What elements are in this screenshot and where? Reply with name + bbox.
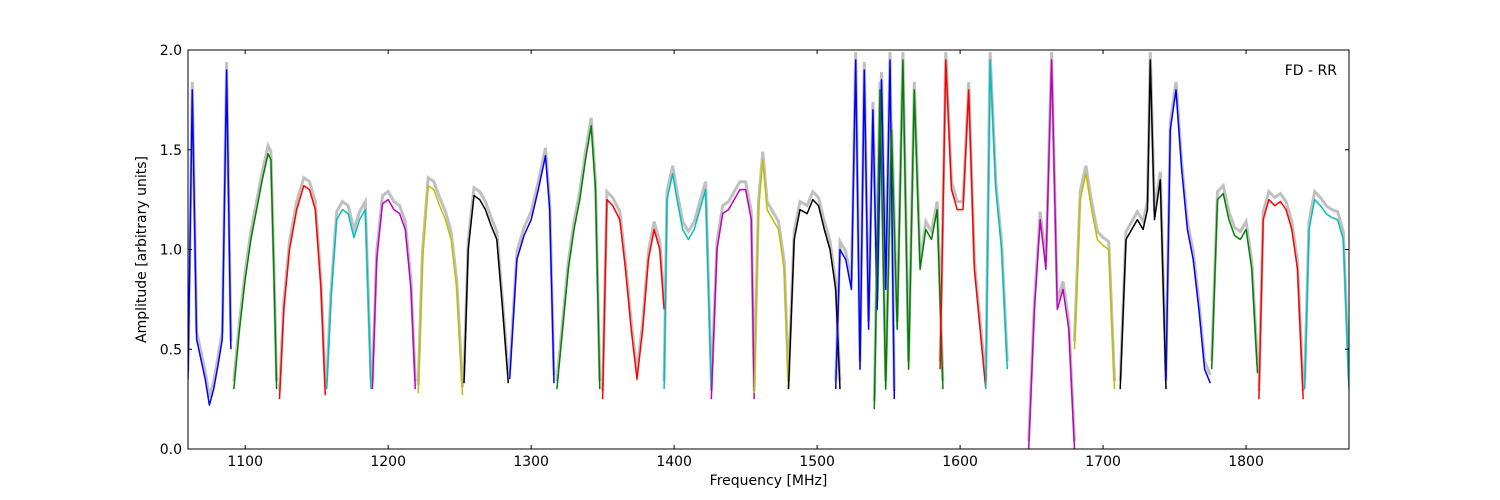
series-line-21 — [1119, 59, 1167, 390]
series-line-3 — [278, 184, 327, 400]
x-tick-label: 1400 — [656, 454, 692, 470]
series-line-5 — [371, 198, 417, 390]
y-tick-label: 0.5 — [160, 342, 182, 358]
series-layer — [188, 51, 1349, 449]
x-tick-label: 1700 — [1085, 454, 1121, 470]
y-tick-label: 1.5 — [160, 143, 182, 159]
series-line-20 — [1073, 172, 1116, 390]
background-series-10 — [601, 187, 666, 392]
y-tick-label: 1.0 — [160, 243, 182, 259]
y-tick-label: 2.0 — [160, 43, 182, 59]
series-line-7 — [463, 194, 510, 384]
series-line-10 — [601, 198, 665, 400]
series-line-6 — [417, 184, 464, 396]
x-tick-label: 1200 — [370, 454, 406, 470]
x-tick-label: 1800 — [1228, 454, 1264, 470]
background-series-11 — [662, 165, 713, 382]
series-line-14 — [787, 198, 841, 390]
background-series-23 — [1210, 182, 1259, 366]
x-tick-label: 1300 — [513, 454, 549, 470]
series-line-17 — [939, 59, 987, 390]
background-series-24 — [1257, 188, 1305, 392]
series-line-15 — [834, 59, 896, 400]
series-line-12 — [710, 188, 755, 400]
x-axis-label: Frequency [MHz] — [710, 473, 828, 489]
series-line-8 — [508, 154, 555, 384]
y-tick-label: 0.0 — [160, 442, 182, 458]
x-tick-label: 1100 — [227, 454, 263, 470]
series-line-19 — [1027, 59, 1076, 449]
series-line-24 — [1258, 198, 1304, 400]
background-series-5 — [370, 189, 417, 382]
background-series-14 — [787, 188, 842, 382]
series-line-4 — [325, 208, 372, 390]
axes-layer: 1100 1200 1300 1400 1500 1600 1700 1800 0.0 0.5 1.… — [160, 43, 1350, 470]
chart-annotation: FD - RR — [1285, 63, 1338, 79]
series-line-22 — [1165, 89, 1211, 384]
background-series-12 — [709, 180, 756, 392]
series-line-13 — [753, 158, 790, 394]
series-line-23 — [1210, 192, 1259, 374]
background-series-20 — [1073, 165, 1116, 382]
background-series-21 — [1118, 51, 1168, 382]
series-line-18 — [985, 59, 1009, 390]
series-line-9 — [556, 125, 601, 390]
x-tick-label: 1500 — [799, 454, 835, 470]
series-line-25 — [1303, 198, 1349, 390]
series-line-2 — [233, 152, 278, 390]
x-tick-label: 1600 — [942, 454, 978, 470]
series-line-1 — [188, 69, 232, 406]
series-line-11 — [663, 172, 713, 390]
series-line-16 — [873, 59, 944, 410]
y-axis-label: Amplitude [arbitrary units] — [134, 156, 150, 343]
background-series-25 — [1303, 188, 1349, 382]
